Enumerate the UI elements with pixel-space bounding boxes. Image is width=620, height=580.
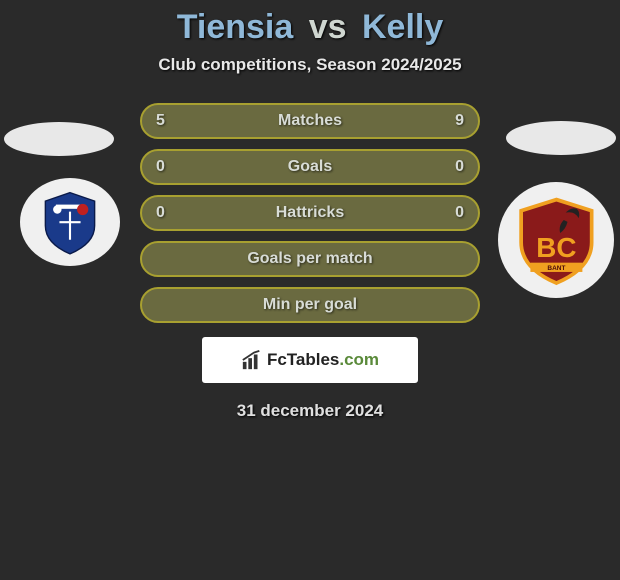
stat-label: Matches	[180, 112, 440, 130]
date-text: 31 december 2024	[0, 401, 620, 421]
player1-photo-placeholder	[4, 122, 114, 156]
stat-left-value: 5	[156, 112, 180, 130]
stat-row-min-per-goal: Min per goal	[140, 287, 480, 323]
stat-label: Hattricks	[180, 204, 440, 222]
title: Tiensia vs Kelly	[0, 8, 620, 47]
stat-row-goals-per-match: Goals per match	[140, 241, 480, 277]
stat-row-hattricks: 0 Hattricks 0	[140, 195, 480, 231]
logo-brand: FcTables	[267, 350, 339, 369]
bradford-city-icon: BC BANT	[510, 194, 603, 287]
stat-right-value: 9	[440, 112, 464, 130]
stat-right-value: 0	[440, 204, 464, 222]
svg-text:BANT: BANT	[547, 265, 565, 272]
stat-left-value: 0	[156, 158, 180, 176]
stats-list: 5 Matches 9 0 Goals 0 0 Hattricks 0 Goal…	[140, 103, 480, 323]
stat-right-value: 0	[440, 158, 464, 176]
barrow-afc-icon	[30, 187, 110, 257]
subtitle: Club competitions, Season 2024/2025	[0, 55, 620, 75]
vs-text: vs	[309, 8, 347, 46]
logo-domain: .com	[339, 350, 379, 369]
stat-left-value: 0	[156, 204, 180, 222]
player2-name: Kelly	[362, 8, 443, 46]
svg-text:BC: BC	[536, 232, 576, 263]
stat-label: Min per goal	[180, 296, 440, 314]
stat-row-goals: 0 Goals 0	[140, 149, 480, 185]
stat-label: Goals	[180, 158, 440, 176]
player2-photo-placeholder	[506, 121, 616, 155]
stat-label: Goals per match	[180, 250, 440, 268]
stat-row-matches: 5 Matches 9	[140, 103, 480, 139]
logo-text: FcTables.com	[267, 350, 379, 370]
club-badge-right: BC BANT	[498, 182, 614, 298]
player1-name: Tiensia	[177, 8, 294, 46]
club-badge-left	[20, 178, 120, 266]
fctables-logo[interactable]: FcTables.com	[202, 337, 418, 383]
chart-icon	[241, 349, 263, 371]
